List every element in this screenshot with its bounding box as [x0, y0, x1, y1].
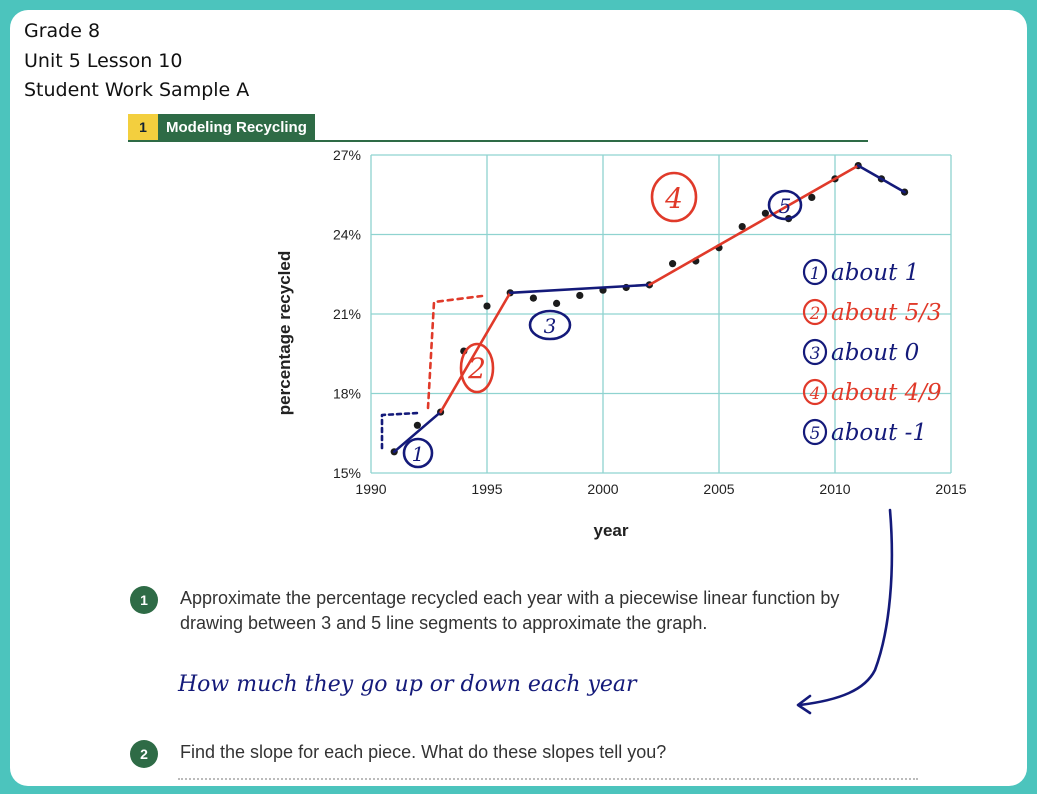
y-tick-label: 27% [333, 147, 361, 163]
segment-label-5: 5 [767, 189, 803, 221]
student-answer: How much they go up or down each year [178, 672, 637, 697]
activity-title: Modeling Recycling [158, 114, 315, 140]
question-2-line-1: Find the slope for each piece. What do t… [180, 742, 667, 762]
question-1-line-2: drawing between 3 and 5 line segments to… [180, 613, 708, 633]
slope-item-2: 2 about 5/3 [802, 298, 942, 326]
question-2-number: 2 [130, 740, 158, 768]
x-tick-label: 2000 [587, 481, 618, 497]
slope-text: about -1 [831, 420, 927, 446]
data-point [738, 222, 746, 231]
activity-banner: 1 Modeling Recycling [128, 114, 315, 140]
slope-number: 3 [810, 344, 821, 364]
data-point [529, 294, 538, 302]
slope-item-3: 3 about 0 [802, 338, 919, 366]
y-tick-label: 15% [333, 465, 361, 481]
student-segment-2 [439, 291, 512, 414]
y-tick-label: 21% [333, 306, 361, 322]
banner-rule [128, 140, 868, 142]
student-segments [392, 164, 906, 454]
svg-text:1: 1 [412, 442, 425, 466]
slope-list: 1 about 1 2 about 5/3 3 about 0 4 about 4/9 5 abo… [802, 258, 942, 446]
x-tick-label: 1990 [355, 481, 386, 497]
arrow-head [796, 694, 812, 715]
slope-number: 5 [810, 424, 821, 444]
question-2: 2 Find the slope for each piece. What do… [130, 740, 666, 768]
x-tick-label: 2005 [703, 481, 734, 497]
question-2-text: Find the slope for each piece. What do t… [180, 740, 666, 765]
x-tick-label: 2010 [819, 481, 850, 497]
slope-text: about 4/9 [831, 380, 942, 406]
slope-text: about 0 [831, 340, 919, 366]
sample-heading: Student Work Sample A [24, 79, 250, 101]
y-tick-label: 24% [333, 227, 361, 243]
x-tick-label: 2015 [935, 481, 966, 497]
x-tick-label: 1995 [471, 481, 502, 497]
data-point [413, 421, 421, 429]
y-tick-label: 18% [333, 386, 361, 402]
data-point [808, 193, 816, 201]
chart-grid [370, 154, 952, 474]
data-point [483, 302, 491, 310]
slope-triangle-2 [426, 294, 484, 410]
slope-text: about 1 [831, 260, 919, 286]
segment-label-4: 4 [650, 171, 698, 223]
svg-text:4: 4 [664, 182, 683, 215]
data-point [553, 299, 561, 307]
segment-label-2: 2 [459, 342, 495, 394]
data-point [669, 260, 677, 268]
lesson-heading: Unit 5 Lesson 10 [24, 50, 183, 72]
svg-text:5: 5 [779, 194, 792, 218]
student-segment-4 [648, 164, 860, 287]
worksheet-card: Grade 8 Unit 5 Lesson 10 Student Work Sa… [10, 10, 1027, 786]
recycling-chart: 1990 1995 2000 2005 2010 201515%18%21%24%27% … [275, 147, 967, 715]
x-axis-label: year [594, 521, 629, 540]
slope-item-1: 1 about 1 [802, 258, 919, 286]
student-segment-5 [856, 164, 906, 194]
chart-ticks: 1990 1995 2000 2005 2010 2015 15% 18% 21% 24% 27% [333, 147, 967, 497]
svg-text:3: 3 [544, 314, 557, 338]
student-segment-3 [508, 283, 651, 295]
slope-number: 2 [809, 304, 821, 324]
y-axis-label: percentage recycled [275, 251, 294, 415]
data-point [576, 291, 584, 300]
question-1-number: 1 [130, 586, 158, 614]
slope-item-4: 4 about 4/9 [802, 378, 942, 406]
segment-label-3: 3 [528, 309, 572, 341]
activity-number: 1 [128, 114, 158, 140]
data-point [761, 209, 770, 217]
slope-number: 4 [809, 384, 821, 404]
slope-number: 1 [810, 264, 821, 284]
student-segment-1 [392, 410, 442, 454]
slope-item-5: 5 about -1 [802, 418, 927, 446]
data-points [390, 162, 909, 456]
segment-label-1: 1 [402, 437, 434, 469]
grade-heading: Grade 8 [24, 20, 101, 42]
answer-line [178, 778, 918, 780]
question-1-text: Approximate the percentage recycled each… [180, 586, 839, 636]
slope-text: about 5/3 [831, 300, 942, 326]
question-1-line-1: Approximate the percentage recycled each… [180, 588, 840, 608]
answer-arrow [798, 508, 894, 707]
svg-text:2: 2 [467, 352, 486, 385]
question-1: 1 Approximate the percentage recycled ea… [130, 586, 839, 636]
slope-triangle-1 [380, 411, 420, 450]
